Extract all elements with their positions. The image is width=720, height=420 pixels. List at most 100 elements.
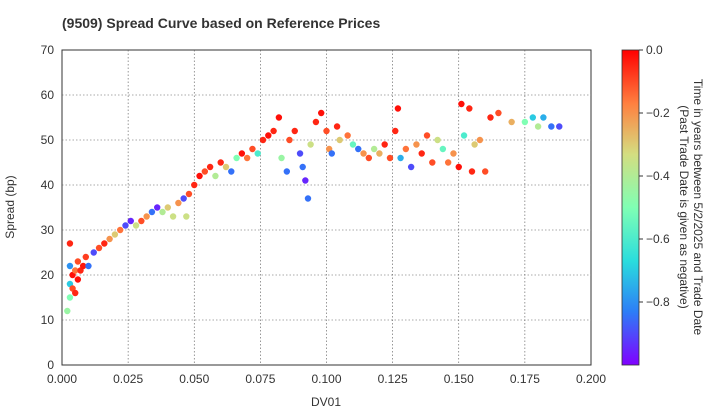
x-tick-label: 0.175 <box>510 372 540 386</box>
data-point <box>376 150 383 157</box>
data-point <box>407 163 415 171</box>
data-point <box>534 123 542 130</box>
y-tick-label: 10 <box>41 313 55 327</box>
data-point <box>434 136 441 144</box>
data-point <box>249 145 256 153</box>
data-point <box>222 163 230 171</box>
data-point <box>228 168 235 175</box>
data-point <box>238 150 246 157</box>
data-point <box>138 217 145 225</box>
data-point <box>233 154 240 162</box>
data-point <box>413 141 420 148</box>
data-point <box>455 163 462 171</box>
data-point <box>180 195 187 202</box>
data-point <box>482 168 489 175</box>
data-point <box>122 222 129 229</box>
data-point <box>556 123 563 130</box>
data-point <box>196 172 203 180</box>
data-point <box>333 123 341 130</box>
data-point <box>291 127 298 135</box>
y-axis-ticks: 0 10 20 30 40 50 60 70 <box>41 43 55 372</box>
data-point <box>304 195 312 202</box>
data-point <box>201 168 209 175</box>
y-axis-label: Spread (bp) <box>3 175 17 238</box>
x-axis-label: DV01 <box>311 395 341 409</box>
data-point <box>66 240 74 247</box>
data-point <box>254 150 261 157</box>
data-point <box>90 249 97 256</box>
data-point <box>444 159 452 166</box>
data-point <box>392 127 399 135</box>
colorbar-tick-label: −0.6 <box>646 232 670 246</box>
data-point <box>307 141 314 148</box>
data-point <box>299 163 306 171</box>
data-point <box>278 154 285 162</box>
plot-area <box>61 49 592 366</box>
data-point <box>243 154 251 162</box>
data-point <box>143 213 150 220</box>
data-point <box>423 132 431 139</box>
data-point <box>439 145 447 153</box>
data-point <box>206 163 214 171</box>
data-point <box>296 150 304 157</box>
data-point <box>169 213 177 220</box>
data-point <box>365 154 373 162</box>
data-point <box>450 150 457 157</box>
data-point <box>344 132 351 139</box>
data-point <box>394 105 402 112</box>
data-point <box>111 231 119 238</box>
x-tick-label: 0.025 <box>113 372 143 386</box>
scatter-points <box>64 100 563 315</box>
data-point <box>183 213 190 220</box>
data-point <box>72 289 79 297</box>
data-point <box>418 150 425 157</box>
data-point <box>386 154 394 162</box>
y-tick-label: 20 <box>41 268 55 282</box>
data-point <box>286 136 293 144</box>
data-point <box>476 136 484 144</box>
data-point <box>540 114 547 121</box>
data-point <box>529 114 537 121</box>
data-point <box>466 105 473 112</box>
data-point <box>185 190 193 198</box>
grid-lines <box>62 50 591 365</box>
colorbar: 0.0 −0.2 −0.4 −0.6 −0.8 Time in years betwee… <box>621 43 705 366</box>
y-tick-label: 60 <box>41 88 55 102</box>
data-point <box>508 118 515 126</box>
data-point <box>259 136 267 144</box>
data-point <box>429 159 436 166</box>
colorbar-tick-label: −0.4 <box>646 169 670 183</box>
data-point <box>328 150 335 157</box>
data-point <box>74 258 82 265</box>
y-tick-label: 30 <box>41 223 55 237</box>
y-tick-label: 0 <box>47 358 54 372</box>
data-point <box>66 294 74 301</box>
data-point <box>302 177 309 184</box>
data-point <box>159 208 166 216</box>
data-point <box>175 199 182 207</box>
colorbar-gradient <box>621 49 640 366</box>
data-point <box>336 136 343 144</box>
y-tick-label: 50 <box>41 133 55 147</box>
data-point <box>548 123 555 130</box>
x-tick-label: 0.200 <box>576 372 606 386</box>
data-point <box>487 114 494 121</box>
data-point <box>212 172 219 180</box>
colorbar-label-line-1: Time in years between 5/2/2025 and Trade… <box>691 79 705 336</box>
colorbar-label-line-2: (Past Trade Date is given as negative) <box>677 105 691 308</box>
colorbar-tick-label: 0.0 <box>646 43 663 57</box>
data-point <box>355 145 362 153</box>
y-tick-label: 70 <box>41 43 55 57</box>
data-point <box>82 253 90 261</box>
data-point <box>360 150 367 157</box>
data-point <box>101 240 108 247</box>
data-point <box>154 204 161 211</box>
data-point <box>127 217 134 225</box>
data-point <box>381 141 388 148</box>
data-point <box>349 141 357 148</box>
data-point <box>460 132 468 139</box>
x-axis-ticks: 0.000 0.025 0.050 0.075 0.100 0.125 0.150 0.175… <box>47 372 606 386</box>
data-point <box>495 109 502 117</box>
data-point <box>74 276 82 283</box>
